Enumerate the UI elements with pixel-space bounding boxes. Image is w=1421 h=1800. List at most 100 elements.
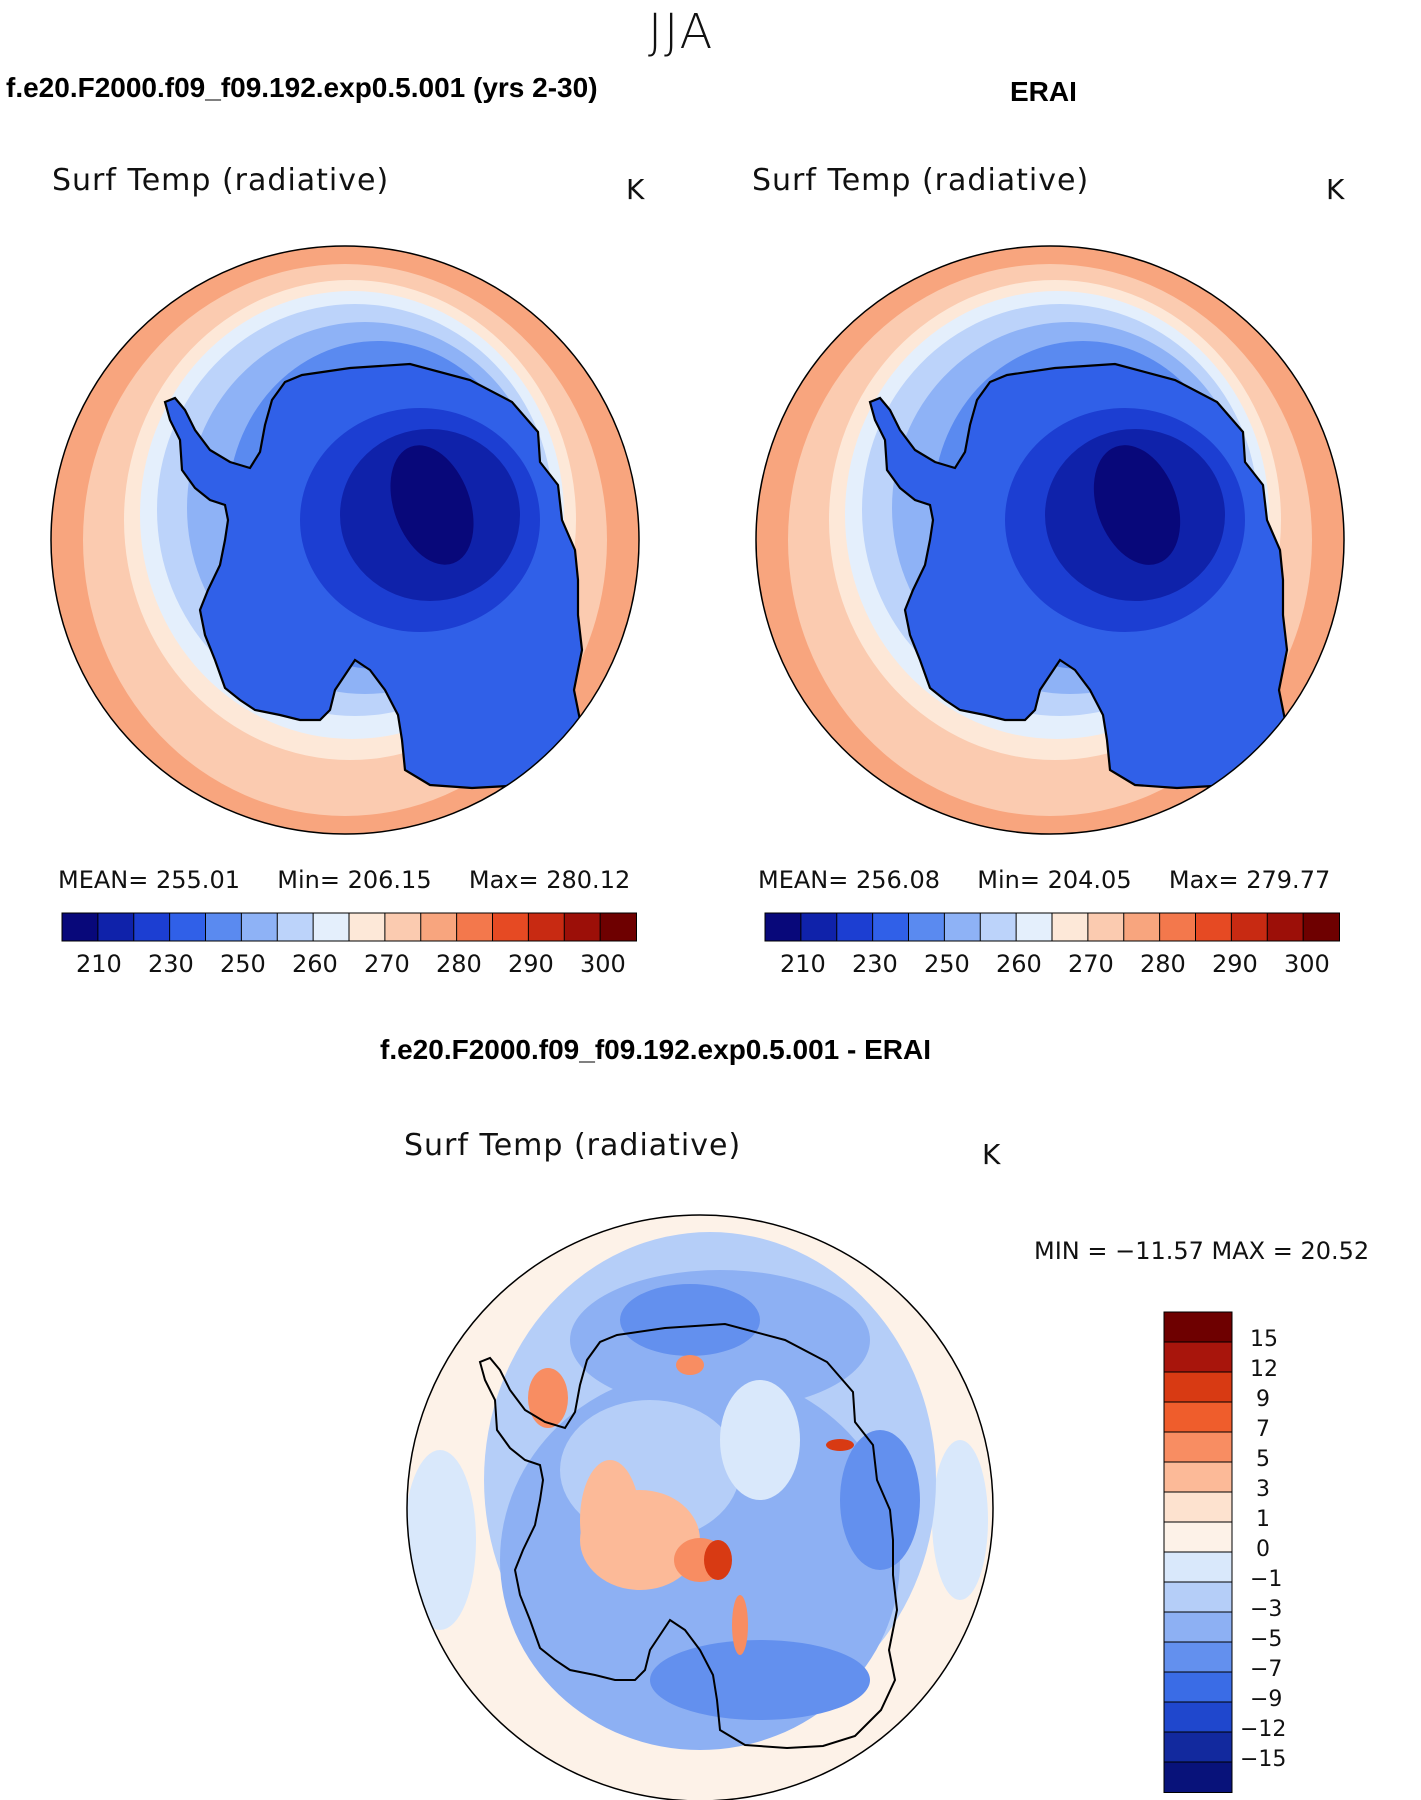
left-min-value: 206.15 bbox=[347, 866, 432, 894]
left-stats: MEAN= 255.01 Min= 206.15 Max= 280.12 bbox=[58, 866, 630, 894]
right-map-border bbox=[755, 245, 1345, 835]
colorbar-swatch bbox=[1159, 912, 1197, 942]
right-tick: 290 bbox=[1212, 950, 1258, 978]
colorbar-swatch bbox=[599, 912, 637, 942]
diff-warm-2 bbox=[580, 1460, 640, 1580]
diff-colorbar-label: −3 bbox=[1250, 1597, 1283, 1622]
colorbar-swatch bbox=[61, 912, 99, 942]
colorbar-swatch bbox=[456, 912, 494, 942]
diff-colorbar bbox=[1163, 1311, 1233, 1793]
colorbar-swatch bbox=[1163, 1311, 1233, 1343]
diff-colorbar-label: 7 bbox=[1256, 1417, 1270, 1442]
colorbar-swatch bbox=[1163, 1521, 1233, 1553]
diff-units-label: K bbox=[982, 1138, 1001, 1171]
diff-colorbar-label: 15 bbox=[1250, 1327, 1278, 1352]
left-tick: 290 bbox=[508, 950, 554, 978]
diff-map-border bbox=[406, 1214, 994, 1800]
colorbar-swatch bbox=[133, 912, 171, 942]
diff-map bbox=[406, 1214, 994, 1800]
diff-colorbar-label: 5 bbox=[1256, 1447, 1270, 1472]
left-tick: 260 bbox=[292, 950, 338, 978]
right-tick: 270 bbox=[1068, 950, 1114, 978]
colorbar-swatch bbox=[1302, 912, 1340, 942]
colorbar-swatch bbox=[312, 912, 350, 942]
diff-colorbar-label: −5 bbox=[1250, 1627, 1283, 1652]
colorbar-swatch bbox=[1230, 912, 1269, 942]
diff-colorbar-label: 12 bbox=[1250, 1357, 1278, 1382]
right-tick: 300 bbox=[1284, 950, 1330, 978]
colorbar-swatch bbox=[240, 912, 279, 942]
diff-colorbar-label: 1 bbox=[1256, 1507, 1270, 1532]
colorbar-swatch bbox=[1163, 1551, 1233, 1583]
colorbar-swatch bbox=[1163, 1401, 1233, 1433]
left-mean-value: 255.01 bbox=[156, 866, 240, 894]
right-map bbox=[755, 245, 1345, 835]
diff-minmax-label: MIN = −11.57 MAX = 20.52 bbox=[1034, 1237, 1370, 1265]
left-variable-label: Surf Temp (radiative) bbox=[52, 163, 390, 198]
left-tick: 210 bbox=[76, 950, 122, 978]
diff-colorbar-label: −1 bbox=[1250, 1567, 1283, 1592]
left-tick: 270 bbox=[364, 950, 410, 978]
colorbar-swatch bbox=[384, 912, 422, 942]
colorbar-swatch bbox=[1163, 1371, 1233, 1403]
left-map-border bbox=[50, 245, 640, 835]
diff-band-6 bbox=[620, 1284, 760, 1356]
colorbar-swatch bbox=[1163, 1671, 1233, 1703]
colorbar-swatch bbox=[908, 912, 946, 942]
left-panel-header: f.e20.F2000.f09_f09.192.exp0.5.001 (yrs … bbox=[6, 72, 598, 103]
diff-warm-7 bbox=[676, 1355, 704, 1375]
colorbar-swatch bbox=[97, 912, 135, 942]
left-max-value: 280.12 bbox=[546, 866, 631, 894]
colorbar-swatch bbox=[276, 912, 315, 942]
colorbar-swatch bbox=[1163, 1701, 1233, 1733]
left-max-label: Max= bbox=[468, 866, 539, 894]
left-tick: 280 bbox=[436, 950, 482, 978]
colorbar-swatch bbox=[1163, 1491, 1233, 1523]
diff-patch bbox=[407, 1450, 476, 1630]
left-band-9 bbox=[390, 445, 474, 565]
colorbar-swatch bbox=[527, 912, 566, 942]
colorbar-swatch bbox=[1087, 912, 1125, 942]
colorbar-swatch bbox=[1163, 1581, 1233, 1613]
right-max-label: Max= bbox=[1168, 866, 1239, 894]
colorbar-swatch bbox=[348, 912, 386, 942]
diff-colorbar-label: 3 bbox=[1256, 1477, 1270, 1502]
colorbar-swatch bbox=[943, 912, 982, 942]
diff-warm-6 bbox=[826, 1439, 854, 1451]
colorbar-swatch bbox=[1163, 1611, 1233, 1643]
diff-colorbar-label: 9 bbox=[1256, 1387, 1270, 1412]
right-units-label: K bbox=[1326, 173, 1345, 206]
colorbar-swatch bbox=[1163, 1341, 1233, 1373]
colorbar-swatch bbox=[836, 912, 874, 942]
right-min-value: 204.05 bbox=[1047, 866, 1132, 894]
colorbar-swatch bbox=[1163, 1641, 1233, 1673]
left-tick: 230 bbox=[148, 950, 194, 978]
diff-warm-5 bbox=[528, 1368, 568, 1428]
diff-variable-label: Surf Temp (radiative) bbox=[404, 1128, 742, 1163]
right-tick: 250 bbox=[924, 950, 970, 978]
colorbar-swatch bbox=[420, 912, 458, 942]
right-tick: 230 bbox=[852, 950, 898, 978]
left-tick: 250 bbox=[220, 950, 266, 978]
right-min-label: Min= bbox=[977, 866, 1040, 894]
diff-band-5 bbox=[840, 1430, 920, 1570]
diff-warm-4 bbox=[704, 1540, 732, 1580]
diff-warm-8 bbox=[732, 1595, 748, 1655]
colorbar-swatch bbox=[764, 912, 802, 942]
colorbar-swatch bbox=[1163, 1431, 1233, 1463]
left-units-label: K bbox=[626, 173, 645, 206]
colorbar-swatch bbox=[1051, 912, 1089, 942]
colorbar-swatch bbox=[1163, 1761, 1233, 1793]
left-min-label: Min= bbox=[277, 866, 340, 894]
right-tick: 210 bbox=[780, 950, 826, 978]
left-map bbox=[50, 245, 640, 835]
right-stats: MEAN= 256.08 Min= 204.05 Max= 279.77 bbox=[758, 866, 1330, 894]
diff-panel-header: f.e20.F2000.f09_f09.192.exp0.5.001 - ERA… bbox=[380, 1034, 932, 1065]
diff-inner-2 bbox=[720, 1380, 800, 1500]
colorbar-swatch bbox=[1266, 912, 1305, 942]
diff-colorbar-label: −15 bbox=[1240, 1747, 1287, 1772]
colorbar-swatch bbox=[800, 912, 838, 942]
right-colorbar bbox=[764, 912, 1340, 942]
season-title: JJA bbox=[648, 4, 715, 60]
